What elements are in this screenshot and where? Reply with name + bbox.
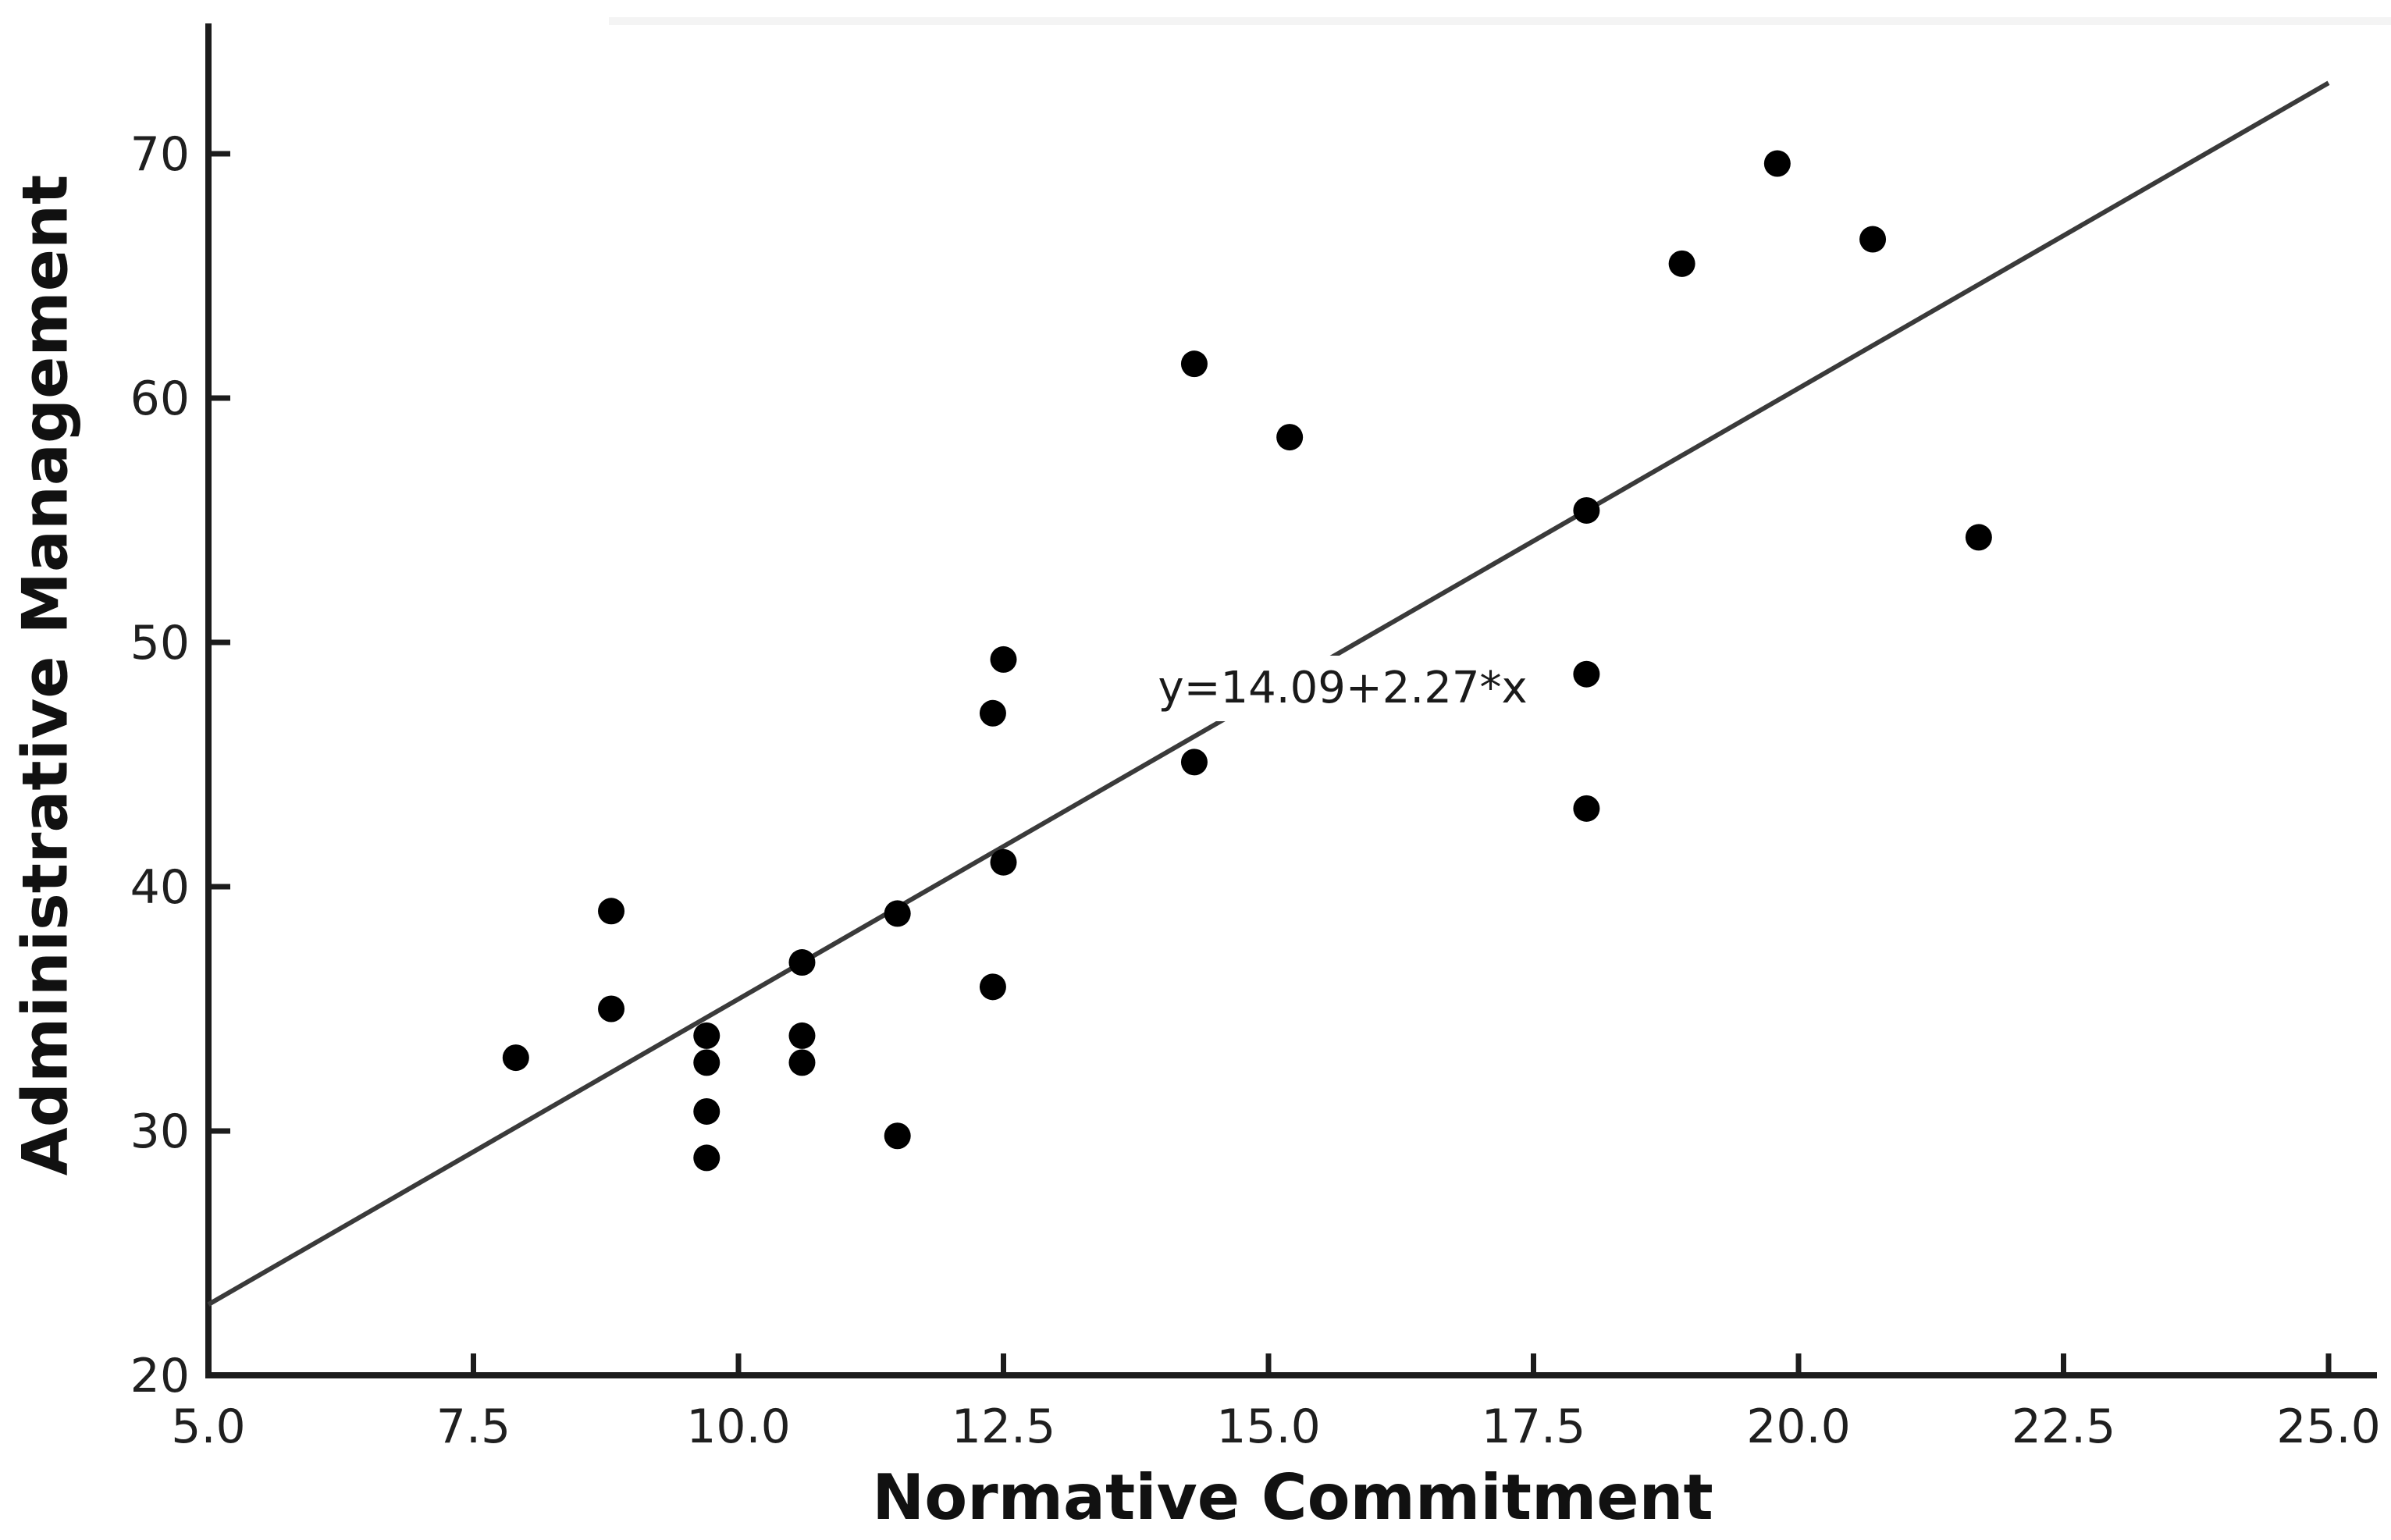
y-tick-label: 60 bbox=[130, 372, 190, 426]
scatter-point bbox=[598, 995, 625, 1023]
scatter-point bbox=[1668, 250, 1695, 277]
x-tick-label: 7.5 bbox=[436, 1400, 511, 1454]
scatter-point bbox=[1965, 524, 1992, 551]
x-tick-label: 20.0 bbox=[1746, 1400, 1851, 1454]
scatter-point bbox=[693, 1022, 721, 1049]
scatter-point bbox=[788, 949, 816, 976]
x-tick-label: 22.5 bbox=[2012, 1400, 2116, 1454]
top-edge-artifact bbox=[609, 17, 2391, 25]
y-tick-label: 40 bbox=[130, 860, 190, 915]
x-tick-label: 15.0 bbox=[1216, 1400, 1321, 1454]
y-tick-label: 20 bbox=[130, 1349, 190, 1403]
scatter-point bbox=[1573, 496, 1600, 524]
scatter-point bbox=[1763, 150, 1791, 177]
scatter-point bbox=[990, 848, 1017, 876]
scatter-point bbox=[979, 973, 1006, 1001]
scatter-point bbox=[1573, 795, 1600, 822]
scatter-point bbox=[884, 900, 911, 927]
scatter-point bbox=[693, 1097, 721, 1125]
equation-label: y=14.09+2.27*x bbox=[1139, 656, 1546, 722]
scatter-point bbox=[693, 1049, 721, 1076]
scatter-point bbox=[1180, 749, 1208, 776]
y-axis-title: Administrative Management bbox=[9, 174, 82, 1176]
scatter-point bbox=[979, 699, 1006, 727]
x-tick-label: 12.5 bbox=[952, 1400, 1056, 1454]
scatter-point bbox=[502, 1044, 529, 1072]
scatter-point bbox=[884, 1122, 911, 1150]
x-tick-label: 17.5 bbox=[1482, 1400, 1586, 1454]
y-tick-label: 70 bbox=[130, 127, 190, 182]
y-tick-label: 30 bbox=[130, 1104, 190, 1159]
scatter-point bbox=[788, 1049, 816, 1076]
y-tick-label: 50 bbox=[130, 616, 190, 670]
scatter-point bbox=[990, 646, 1017, 673]
scatter-point bbox=[1859, 226, 1887, 253]
scatter-point bbox=[693, 1144, 721, 1172]
x-tick-label: 5.0 bbox=[171, 1400, 245, 1454]
scatter-point bbox=[1573, 660, 1600, 688]
x-axis-title: Normative Commitment bbox=[872, 1461, 1713, 1534]
scatter-point bbox=[1180, 350, 1208, 378]
scatter-point bbox=[1276, 424, 1304, 451]
x-tick-label: 25.0 bbox=[2276, 1400, 2381, 1454]
x-tick-label: 10.0 bbox=[686, 1400, 791, 1454]
scatter-point bbox=[598, 898, 625, 925]
scatter-point bbox=[788, 1022, 816, 1049]
